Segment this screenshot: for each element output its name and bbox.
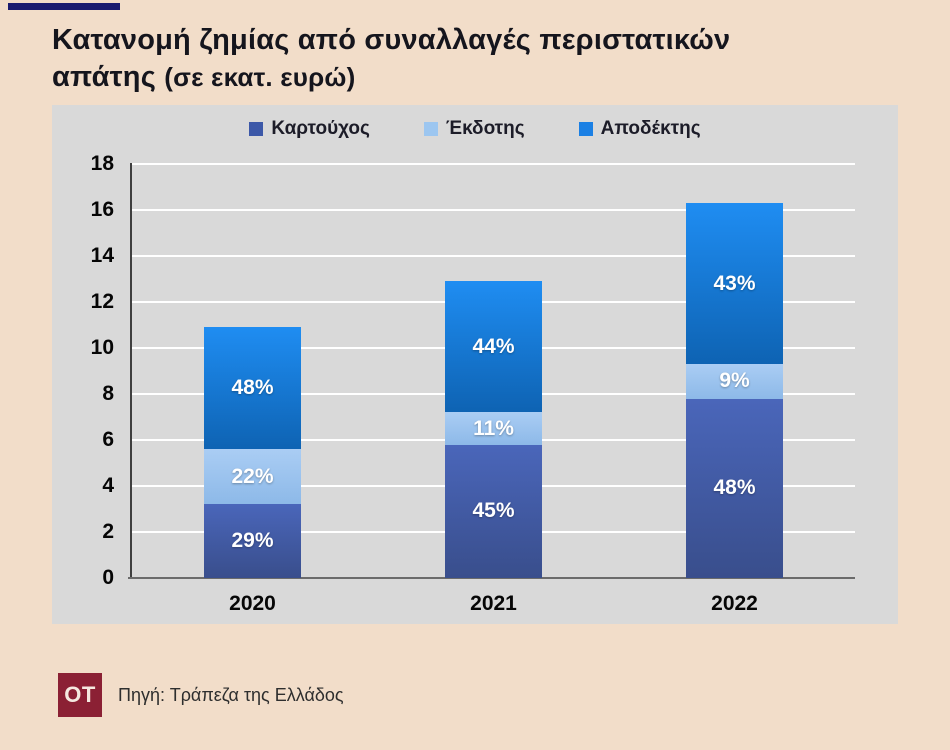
y-axis-tick-12: 12: [90, 290, 114, 313]
legend-label: Έκδοτης: [445, 118, 525, 139]
y-axis-tick-16: 16: [90, 198, 114, 221]
bar-segment-2022-1: 9%: [686, 364, 783, 399]
segment-label-2020-2: 48%: [231, 376, 274, 400]
segment-label-2021-2: 44%: [472, 334, 515, 358]
chart-legend: Καρτούχος Έκδοτης Αποδέκτης: [52, 118, 898, 140]
segment-label-2020-1: 22%: [231, 464, 274, 488]
legend-item-0: Καρτούχος: [249, 118, 370, 140]
page-title-line2: απάτης: [52, 61, 165, 93]
gridline-14: [132, 255, 855, 257]
y-axis-line: [130, 163, 132, 578]
segment-label-2022-0: 48%: [713, 476, 756, 500]
plot-area: 0 2 4 6 8 10 12 14 16 18 29% 22% 48% 2020 45% 11% 44% 202…: [91, 152, 855, 615]
segment-label-2020-0: 29%: [231, 529, 274, 553]
segment-label-2022-2: 43%: [713, 271, 756, 295]
bar-segment-2022-0: 48%: [686, 398, 783, 578]
legend-item-1: Έκδοτης: [423, 118, 525, 140]
y-axis-tick-14: 14: [90, 244, 114, 267]
y-axis-tick-4: 4: [102, 474, 114, 497]
segment-label-2021-0: 45%: [472, 499, 515, 523]
y-axis-tick-18: 18: [90, 152, 114, 175]
bar-segment-2022-2: 43%: [686, 203, 783, 365]
gridline-18: [132, 163, 855, 165]
bar-segment-2021-0: 45%: [445, 444, 542, 578]
ot-logo: OT: [58, 673, 102, 717]
y-axis-tick-2: 2: [102, 520, 114, 543]
page-title: Κατανομή ζημίας από συναλλαγές περιστατι…: [52, 22, 912, 96]
y-axis-tick-0: 0: [102, 566, 114, 589]
source-text: Πηγή: Τράπεζα της Ελλάδος: [118, 684, 344, 705]
segment-label-2021-1: 11%: [473, 416, 514, 440]
x-axis-tick-2020: 2020: [229, 592, 276, 615]
legend-swatch-icon: [578, 122, 593, 136]
segment-label-2022-1: 9%: [719, 369, 750, 393]
title-accent-bar: [8, 3, 120, 10]
bar-segment-2020-2: 48%: [204, 327, 301, 450]
legend-swatch-icon: [423, 122, 438, 136]
bar-2021: 45% 11% 44%: [445, 164, 542, 578]
chart-panel: Καρτούχος Έκδοτης Αποδέκτης 0 2 4 6 8 10 12 14 16 1…: [52, 105, 898, 624]
x-axis-tick-2021: 2021: [470, 592, 517, 615]
bar-segment-2020-0: 29%: [204, 504, 301, 578]
x-axis-tick-2022: 2022: [711, 592, 758, 615]
bar-segment-2021-2: 44%: [445, 281, 542, 413]
y-axis-tick-6: 6: [102, 428, 114, 451]
chart-footer: OT Πηγή: Τράπεζα της Ελλάδος: [58, 673, 344, 717]
gridline-16: [132, 209, 855, 211]
y-axis-tick-10: 10: [90, 336, 114, 359]
bar-2022: 48% 9% 43%: [686, 164, 783, 578]
legend-swatch-icon: [249, 122, 264, 136]
bar-2020: 29% 22% 48%: [204, 164, 301, 578]
page-title-line1: Κατανομή ζημίας από συναλλαγές περιστατι…: [52, 24, 731, 56]
legend-label: Καρτούχος: [271, 118, 370, 139]
x-axis-line: [128, 577, 855, 579]
bar-segment-2021-1: 11%: [445, 412, 542, 445]
bar-segment-2020-1: 22%: [204, 449, 301, 505]
page-title-units: (σε εκατ. ευρώ): [164, 62, 356, 92]
legend-label: Αποδέκτης: [600, 118, 701, 139]
legend-item-2: Αποδέκτης: [578, 118, 701, 140]
y-axis-tick-8: 8: [102, 382, 114, 405]
